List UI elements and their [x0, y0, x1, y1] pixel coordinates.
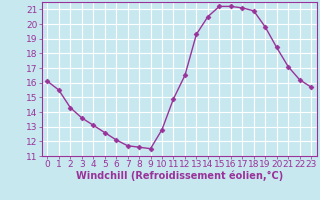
- X-axis label: Windchill (Refroidissement éolien,°C): Windchill (Refroidissement éolien,°C): [76, 171, 283, 181]
